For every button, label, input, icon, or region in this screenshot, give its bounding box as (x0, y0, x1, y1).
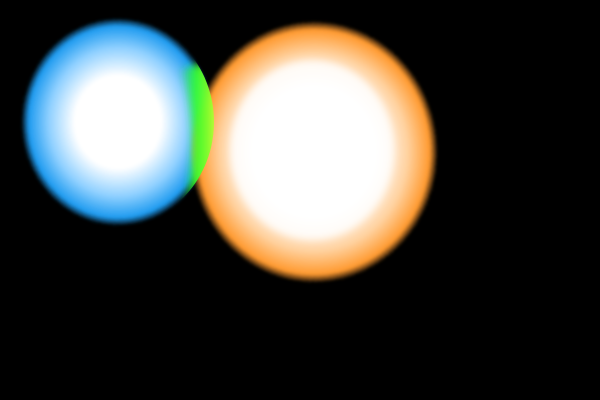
orange-glow-core (230, 60, 394, 240)
blue-glow-blob (22, 19, 214, 225)
